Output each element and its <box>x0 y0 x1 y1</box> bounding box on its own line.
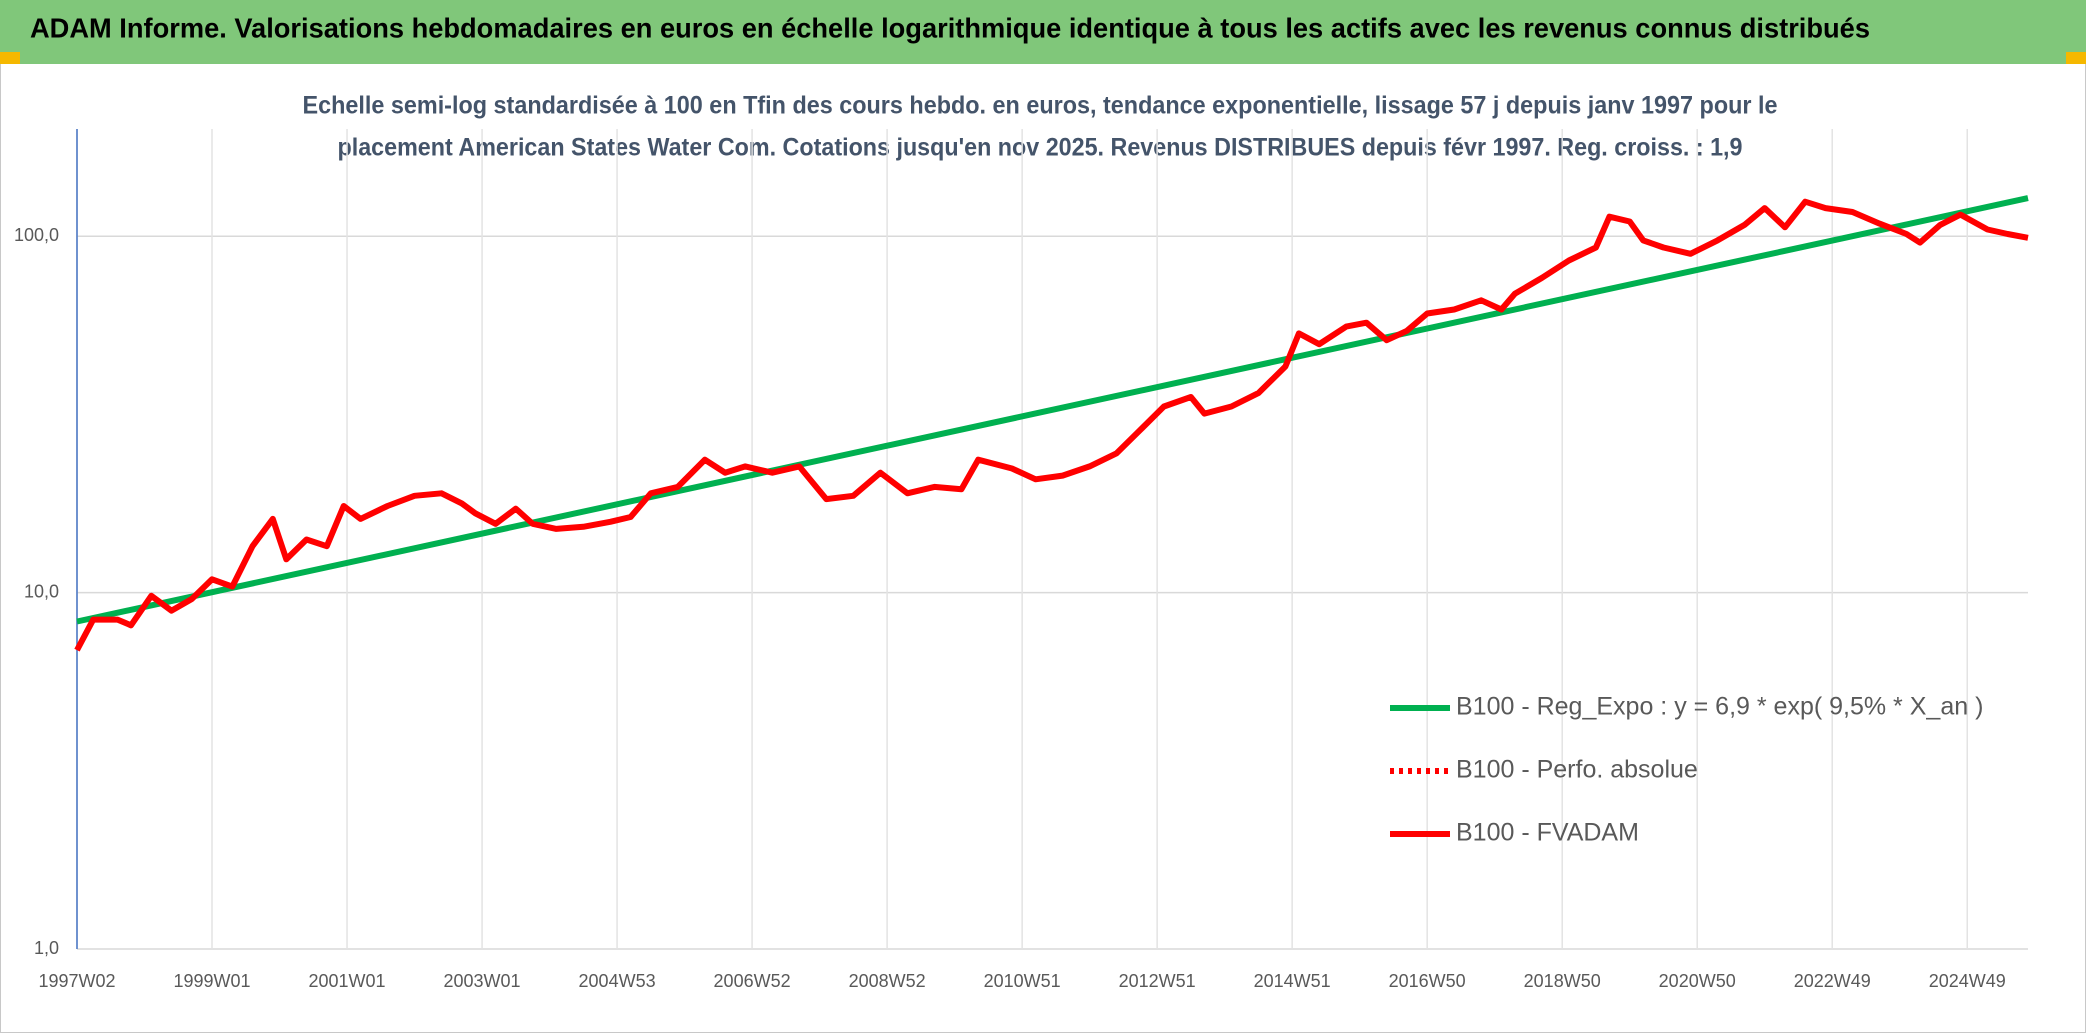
x-tick-label: 2001W01 <box>309 971 386 991</box>
chart-subtitle: placement American States Water Com. Cot… <box>338 134 1743 162</box>
corner <box>2066 52 2086 64</box>
x-tick-label: 2020W50 <box>1659 971 1736 991</box>
chart-title: ADAM Informe. Valorisations hebdomadaire… <box>30 12 1870 43</box>
x-tick-label: 2006W52 <box>714 971 791 991</box>
x-tick-label: 2010W51 <box>984 971 1061 991</box>
x-tick-label: 2022W49 <box>1794 971 1871 991</box>
x-tick-label: 1997W02 <box>38 971 115 991</box>
x-tick-label: 1999W01 <box>173 971 250 991</box>
x-tick-label: 2016W50 <box>1389 971 1466 991</box>
x-tick-label: 2024W49 <box>1929 971 2006 991</box>
line-series <box>74 198 2029 652</box>
corner <box>0 52 20 64</box>
x-tick-label: 2014W51 <box>1254 971 1331 991</box>
x-tick-label: 2004W53 <box>579 971 656 991</box>
x-tick-label: 2003W01 <box>444 971 521 991</box>
y-tick-label: 1,0 <box>34 938 59 958</box>
title-bar <box>0 0 2086 64</box>
legend-label: B100 - FVADAM <box>1456 819 1639 847</box>
legend-label: B100 - Perfo. absolue <box>1456 756 1698 784</box>
line-series <box>76 195 2029 625</box>
x-tick-label: 2018W50 <box>1524 971 1601 991</box>
legend-label: B100 - Reg_Expo : y = 6,9 * exp( 9,5% * … <box>1456 693 1983 721</box>
x-tick-label: 2008W52 <box>849 971 926 991</box>
y-tick-label: 100,0 <box>14 225 59 245</box>
y-tick-label: 10,0 <box>24 581 59 601</box>
chart-subtitle: Echelle semi-log standardisée à 100 en T… <box>303 92 1778 120</box>
x-tick-label: 2012W51 <box>1119 971 1196 991</box>
